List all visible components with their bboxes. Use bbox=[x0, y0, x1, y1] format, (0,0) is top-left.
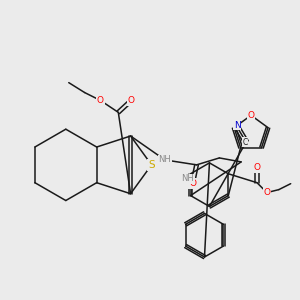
Text: O: O bbox=[248, 111, 255, 120]
Text: O: O bbox=[97, 96, 104, 105]
Text: O: O bbox=[128, 96, 135, 105]
Text: C: C bbox=[242, 138, 248, 147]
Text: S: S bbox=[148, 160, 155, 170]
Text: NH: NH bbox=[158, 155, 171, 164]
Text: O: O bbox=[263, 188, 270, 197]
Text: O: O bbox=[254, 163, 260, 172]
Text: N: N bbox=[234, 121, 241, 130]
Text: NH: NH bbox=[181, 174, 194, 183]
Text: O: O bbox=[189, 179, 196, 188]
